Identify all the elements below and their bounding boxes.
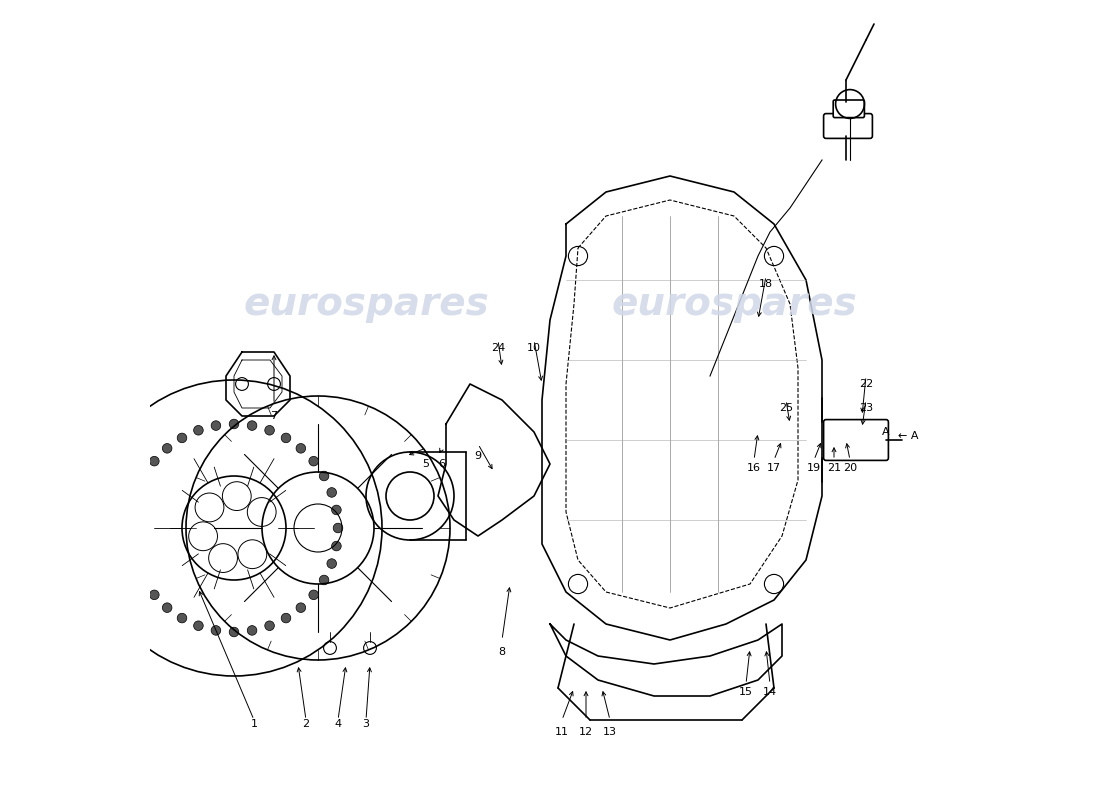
Circle shape — [163, 443, 172, 453]
Text: 5: 5 — [422, 459, 429, 469]
Text: 6: 6 — [439, 459, 446, 469]
Circle shape — [139, 575, 148, 585]
Text: ← A: ← A — [898, 431, 918, 441]
Text: 18: 18 — [759, 279, 773, 289]
Text: eurospares: eurospares — [243, 285, 488, 323]
Circle shape — [333, 523, 343, 533]
Circle shape — [177, 614, 187, 623]
Text: 11: 11 — [556, 727, 569, 737]
Text: 4: 4 — [334, 719, 342, 729]
Circle shape — [265, 426, 274, 435]
Circle shape — [309, 456, 319, 466]
Circle shape — [296, 603, 306, 613]
Text: 15: 15 — [739, 687, 754, 697]
Text: 1: 1 — [251, 719, 257, 729]
Text: 13: 13 — [603, 727, 617, 737]
Circle shape — [331, 542, 341, 551]
Text: 10: 10 — [527, 343, 541, 353]
Text: 12: 12 — [579, 727, 593, 737]
Circle shape — [229, 627, 239, 637]
Text: 3: 3 — [363, 719, 370, 729]
Circle shape — [132, 558, 141, 568]
Text: 23: 23 — [859, 403, 873, 413]
Circle shape — [150, 456, 160, 466]
Circle shape — [211, 626, 221, 635]
Text: 24: 24 — [491, 343, 505, 353]
FancyBboxPatch shape — [833, 100, 865, 118]
FancyBboxPatch shape — [824, 114, 872, 138]
Text: 19: 19 — [807, 463, 821, 473]
Circle shape — [331, 505, 341, 514]
Circle shape — [194, 426, 204, 435]
Circle shape — [319, 575, 329, 585]
Text: 22: 22 — [859, 379, 873, 389]
Circle shape — [126, 542, 136, 551]
Circle shape — [248, 421, 257, 430]
Circle shape — [296, 443, 306, 453]
Circle shape — [194, 621, 204, 630]
Circle shape — [125, 523, 135, 533]
Circle shape — [211, 421, 221, 430]
Text: 14: 14 — [763, 687, 777, 697]
Circle shape — [319, 471, 329, 481]
Circle shape — [126, 505, 136, 514]
Text: 8: 8 — [498, 647, 506, 657]
Circle shape — [309, 590, 319, 600]
Text: 7: 7 — [271, 411, 277, 421]
Circle shape — [265, 621, 274, 630]
Circle shape — [132, 488, 141, 498]
Circle shape — [139, 471, 148, 481]
Circle shape — [177, 433, 187, 442]
Circle shape — [327, 558, 337, 568]
Text: 17: 17 — [767, 463, 781, 473]
Text: 25: 25 — [779, 403, 793, 413]
FancyBboxPatch shape — [824, 419, 889, 461]
Text: 2: 2 — [302, 719, 309, 729]
Text: 16: 16 — [747, 463, 761, 473]
Circle shape — [163, 603, 172, 613]
Text: 9: 9 — [474, 451, 482, 461]
Circle shape — [229, 419, 239, 429]
Circle shape — [327, 488, 337, 498]
Text: A: A — [882, 427, 890, 437]
Circle shape — [282, 433, 290, 442]
Circle shape — [282, 614, 290, 623]
Text: 21: 21 — [827, 463, 842, 473]
Text: eurospares: eurospares — [612, 285, 857, 323]
Circle shape — [248, 626, 257, 635]
Circle shape — [150, 590, 160, 600]
Text: 20: 20 — [843, 463, 857, 473]
